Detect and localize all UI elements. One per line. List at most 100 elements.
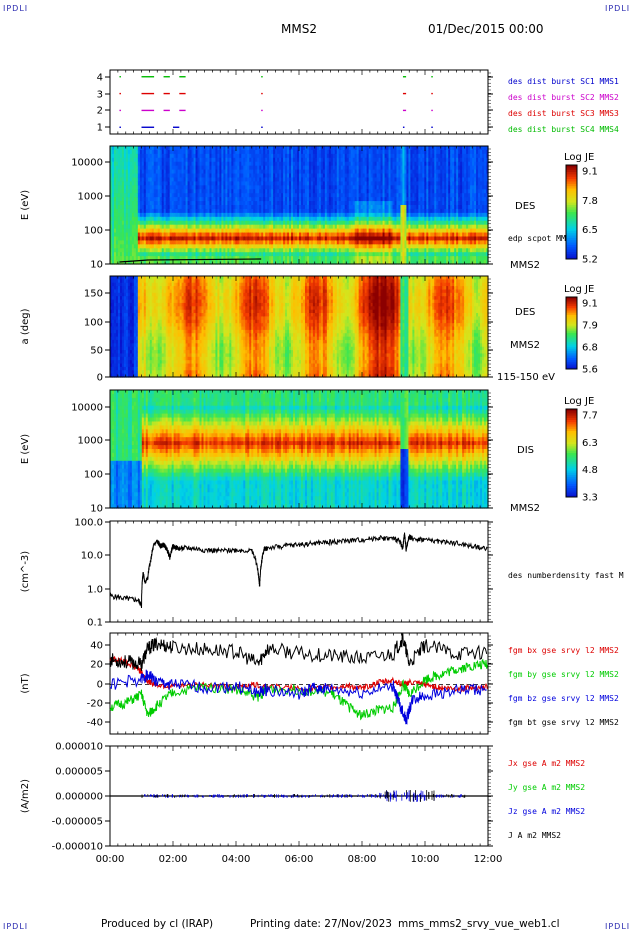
date-title: 01/Dec/2015 00:00 (428, 22, 544, 36)
fgm-ytick-label: -20 (87, 699, 103, 710)
des_pitch-side-label: 115-150 eV (497, 372, 555, 383)
fgm-ytick-label: 0 (97, 680, 103, 691)
fgm-series-line (109, 632, 488, 671)
fgm-legend-entry: fgm bt gse srvy l2 MMS2 (508, 718, 619, 727)
fgm-legend-entry: fgm bz gse srvy l2 MMS2 (508, 694, 619, 703)
burst-legend-entry: des dist burst SC4 MMS4 (508, 125, 619, 134)
current-ytick-label: 0.000010 (55, 742, 103, 753)
xtick-label: 10:00 (411, 854, 440, 865)
current-ytick-label: 0.000005 (55, 767, 103, 778)
burst-legend-entry: des dist burst SC1 MMS1 (508, 77, 619, 86)
fgm-ylabel: (nT) (20, 673, 31, 693)
fgm-ytick-label: 40 (90, 641, 103, 652)
des_energy-ylabel: E (eV) (20, 190, 31, 220)
des_energy-colorbar-tick: 5.2 (582, 255, 598, 266)
des_pitch-ylabel: a (deg) (20, 308, 31, 344)
des_energy-ytick-label: 100 (84, 226, 103, 237)
corner-label-top-left: IPDLI (3, 4, 29, 13)
dis_energy-spectrogram (110, 390, 489, 509)
scpot-legend-entry: edp scpot MMS2 (508, 234, 576, 243)
dis_energy-side-label: MMS2 (510, 503, 540, 514)
scpot-trace (119, 258, 262, 263)
des_pitch-ytick-label: 0 (97, 373, 103, 384)
density-frame (109, 520, 489, 623)
burst-ytick-label: 4 (97, 73, 103, 84)
xtick-label: 06:00 (285, 854, 314, 865)
des_energy-colorbar-tick: 6.5 (582, 225, 598, 236)
des_energy-ytick-label: 1000 (78, 192, 103, 203)
dis_energy-colorbar-tick: 7.7 (582, 411, 598, 422)
burst-frame (109, 69, 489, 135)
density-ytick-label: 1.0 (87, 585, 103, 596)
fgm-series-line (109, 658, 488, 721)
burst-ytick-label: 3 (97, 90, 103, 101)
current-ylabel: (A/m2) (20, 779, 31, 813)
dis_energy-colorbar-tick: 3.3 (582, 493, 598, 504)
dis_energy-ytick-label: 10 (90, 504, 103, 515)
des_energy-colorbar (565, 164, 578, 260)
des_pitch-side-label: MMS2 (510, 340, 540, 351)
dis_energy-ylabel: E (eV) (20, 434, 31, 464)
fgm-ytick-label: 20 (90, 660, 103, 671)
current-ytick-label: -0.000005 (52, 817, 103, 828)
footer-file: mms_mms2_srvy_vue_web1.cl (398, 918, 560, 930)
des_pitch-ytick-label: 100 (84, 318, 103, 329)
des_energy-ytick-label: 10000 (71, 158, 103, 169)
dis_energy-colorbar (565, 408, 578, 498)
current-ytick-label: 0.000000 (55, 792, 103, 803)
dis_energy-ytick-label: 10000 (71, 403, 103, 414)
dis_energy-ytick-label: 1000 (78, 436, 103, 447)
density-series-line (109, 532, 488, 609)
density-ytick-label: 10.0 (81, 551, 103, 562)
dis_energy-side-label: DIS (517, 445, 534, 456)
des_energy-side-label: DES (515, 201, 535, 212)
xtick-label: 04:00 (222, 854, 251, 865)
fgm-series-line (109, 655, 488, 694)
des_energy-side-label: MMS2 (510, 260, 540, 271)
dis_energy-colorbar-title: Log JE (564, 396, 594, 407)
current-legend-entry: Jy gse A m2 MMS2 (508, 783, 585, 792)
burst-legend-entry: des dist burst SC2 MMS2 (508, 93, 619, 102)
xtick-label: 02:00 (159, 854, 188, 865)
des_energy-colorbar-title: Log JE (564, 152, 594, 163)
fgm-legend-entry: fgm by gse srvy l2 MMS2 (508, 670, 619, 679)
density-ytick-label: 0.1 (87, 618, 103, 629)
burst-legend-entry: des dist burst SC3 MMS3 (508, 109, 619, 118)
density-ytick-label: 100.0 (74, 518, 103, 529)
density-legend-entry: des numberdensity fast M (508, 571, 624, 580)
burst-ytick-label: 1 (97, 123, 103, 134)
dis_energy-ytick-label: 100 (84, 470, 103, 481)
footer-printing-date: Printing date: 27/Nov/2023 (250, 918, 392, 930)
des_energy-ytick-label: 10 (90, 260, 103, 271)
current-legend-entry: J A m2 MMS2 (508, 831, 561, 840)
des_pitch-ytick-label: 150 (84, 289, 103, 300)
fgm-series-line (109, 669, 487, 725)
dis_energy-colorbar-tick: 4.8 (582, 465, 598, 476)
des_pitch-colorbar-tick: 6.8 (582, 343, 598, 354)
des_energy-colorbar-tick: 7.8 (582, 196, 598, 207)
des_pitch-colorbar-tick: 5.6 (582, 365, 598, 376)
corner-label-bottom-left: IPDLI (3, 922, 29, 931)
des_pitch-spectrogram (110, 276, 489, 378)
current-ytick-label: -0.000010 (52, 842, 103, 853)
spacecraft-title: MMS2 (281, 22, 317, 36)
xtick-label: 00:00 (96, 854, 125, 865)
des_pitch-colorbar (565, 296, 578, 370)
xtick-label: 12:00 (474, 854, 503, 865)
fgm-ytick-label: -40 (87, 718, 103, 729)
des_pitch-colorbar-tick: 7.9 (582, 321, 598, 332)
des_pitch-colorbar-tick: 9.1 (582, 299, 598, 310)
dis_energy-colorbar-tick: 6.3 (582, 438, 598, 449)
current-legend-entry: Jz gse A m2 MMS2 (508, 807, 585, 816)
des_pitch-ytick-label: 50 (90, 346, 103, 357)
fgm-legend-entry: fgm bx gse srvy l2 MMS2 (508, 646, 619, 655)
current-legend-entry: Jx gse A m2 MMS2 (508, 759, 585, 768)
xtick-label: 08:00 (348, 854, 377, 865)
density-ylabel: (cm^-3) (20, 551, 31, 592)
des_energy-spectrogram (110, 146, 489, 265)
burst-ytick-label: 2 (97, 106, 103, 117)
corner-label-top-right: IPDLI (605, 4, 630, 13)
des_energy-colorbar-tick: 9.1 (582, 167, 598, 178)
footer-produced-by: Produced by cl (IRAP) (101, 918, 214, 930)
